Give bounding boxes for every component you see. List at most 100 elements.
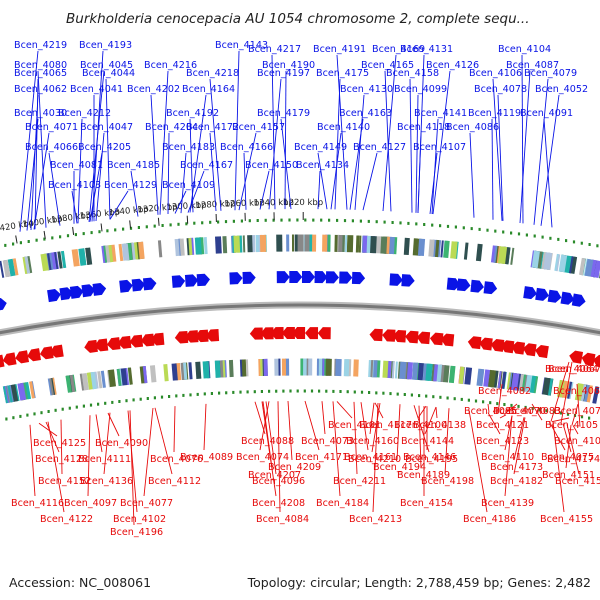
feature-block-inner	[17, 382, 27, 401]
feature-block-inner	[308, 358, 313, 376]
tick-mark	[72, 226, 75, 235]
feature-block-inner	[25, 381, 32, 400]
gene-label: Bcen_4066	[25, 142, 78, 153]
gene-leader-line	[572, 425, 579, 435]
gene-leader-line	[362, 152, 378, 211]
feature-block-inner	[476, 368, 485, 387]
feature-block-inner	[483, 369, 491, 387]
gc-dot-outer	[565, 239, 568, 243]
gc-dot-inner	[368, 391, 371, 394]
gene-arrow-forward	[47, 289, 61, 303]
gene-arrow-forward	[119, 279, 133, 293]
gene-label: Bcen_4127	[353, 142, 406, 153]
feature-block-inner	[592, 386, 600, 404]
gc-dot-outer	[383, 220, 386, 224]
gc-dot-outer	[517, 232, 521, 236]
feature-block-inner	[29, 381, 35, 399]
gene-leader-line	[277, 401, 281, 513]
gc-dot-outer	[470, 227, 473, 231]
feature-block-inner	[171, 363, 178, 381]
gene-arrow-forward	[339, 271, 353, 284]
gc-dot-inner	[332, 389, 335, 393]
gene-label: Bcen_4079	[524, 68, 577, 79]
gc-dot-inner	[588, 416, 591, 420]
tick-label: 1340 kbp	[108, 204, 149, 218]
gene-label: Bcen_4146	[403, 452, 456, 463]
gene-arrow-forward	[325, 271, 339, 284]
gene-leader-line	[159, 70, 169, 215]
gene-arrow-forward	[242, 271, 256, 284]
gene-leader-line	[540, 94, 560, 226]
gc-dot-inner	[310, 389, 314, 393]
feature-block-inner	[322, 358, 325, 376]
gc-dot-outer	[161, 224, 164, 227]
gene-label: Bcen_4182	[490, 476, 543, 487]
gc-dot-inner	[346, 390, 349, 394]
gc-dot-inner	[410, 393, 413, 397]
feature-block-outer	[108, 244, 114, 263]
gc-dot-inner	[61, 407, 64, 411]
gene-leader-line	[384, 70, 392, 212]
feature-block-outer	[346, 235, 354, 253]
gene-arrow-reverse	[440, 333, 455, 347]
gene-arrow-reverse	[205, 329, 220, 342]
gene-leader-line	[47, 421, 65, 513]
gc-dot-outer	[201, 221, 204, 225]
feature-block-outer	[375, 236, 382, 254]
gene-leader-line	[29, 424, 36, 497]
gc-dot-outer	[145, 225, 148, 229]
gc-dot-inner	[82, 404, 85, 408]
feature-block-outer	[179, 238, 185, 256]
feature-block-inner	[458, 366, 465, 384]
gene-arrow-reverse	[2, 352, 17, 366]
gene-arrow-forward	[69, 285, 84, 299]
tick-mark	[186, 215, 189, 224]
gc-dot-outer	[248, 219, 251, 223]
feature-block-outer	[40, 253, 49, 272]
feature-block-outer	[338, 234, 343, 253]
gene-arrow-forward	[547, 289, 562, 303]
feature-block-outer	[497, 246, 505, 264]
gene-leader-line	[37, 70, 47, 228]
feature-block-inner	[501, 371, 507, 389]
gc-dot-outer	[264, 218, 267, 222]
gene-label: Bcen_4077	[120, 498, 173, 509]
gene-label: Bcen_4166	[220, 142, 273, 153]
gene-leader-line	[173, 406, 176, 453]
gc-dot-outer	[82, 232, 85, 236]
gene-label: Bcen_4152	[38, 476, 91, 487]
feature-block-inner	[417, 362, 424, 381]
gene-label: Bcen_4072	[554, 406, 600, 417]
gc-dot-outer	[4, 243, 7, 247]
gc-dot-outer	[43, 237, 46, 241]
feature-block-outer	[7, 258, 16, 277]
gene-label: Bcen_4091	[520, 108, 573, 119]
gc-dot-outer	[533, 234, 536, 238]
gene-label: Bcen_4070	[493, 406, 546, 417]
feature-block-inner	[370, 360, 374, 378]
gc-dot-outer	[137, 226, 140, 229]
gene-label: Bcen_4205	[78, 142, 131, 153]
gene-leader-line	[330, 132, 342, 210]
gc-dot-outer	[399, 221, 402, 225]
feature-block-inner	[97, 371, 103, 389]
gene-leader-line	[143, 407, 154, 497]
feature-block-outer	[584, 258, 594, 277]
feature-block-outer	[370, 235, 377, 254]
gc-dot-outer	[232, 219, 235, 223]
gene-label: Bcen_4052	[535, 84, 588, 95]
gene-leader-line	[332, 401, 341, 497]
gc-dot-inner	[503, 403, 506, 406]
gene-label: Bcen_4184	[316, 498, 369, 509]
gc-dot-inner	[425, 394, 428, 398]
gene-arrow-reverse	[382, 329, 396, 342]
gene-arrow-forward	[229, 272, 243, 285]
tick-mark	[157, 217, 160, 226]
gc-dot-outer	[59, 235, 62, 239]
gene-leader-line	[513, 417, 526, 475]
gene-arrow-reverse	[429, 332, 444, 346]
gene-label: Bcen_4108	[554, 436, 600, 447]
gene-label: Bcen_4213	[349, 514, 402, 525]
